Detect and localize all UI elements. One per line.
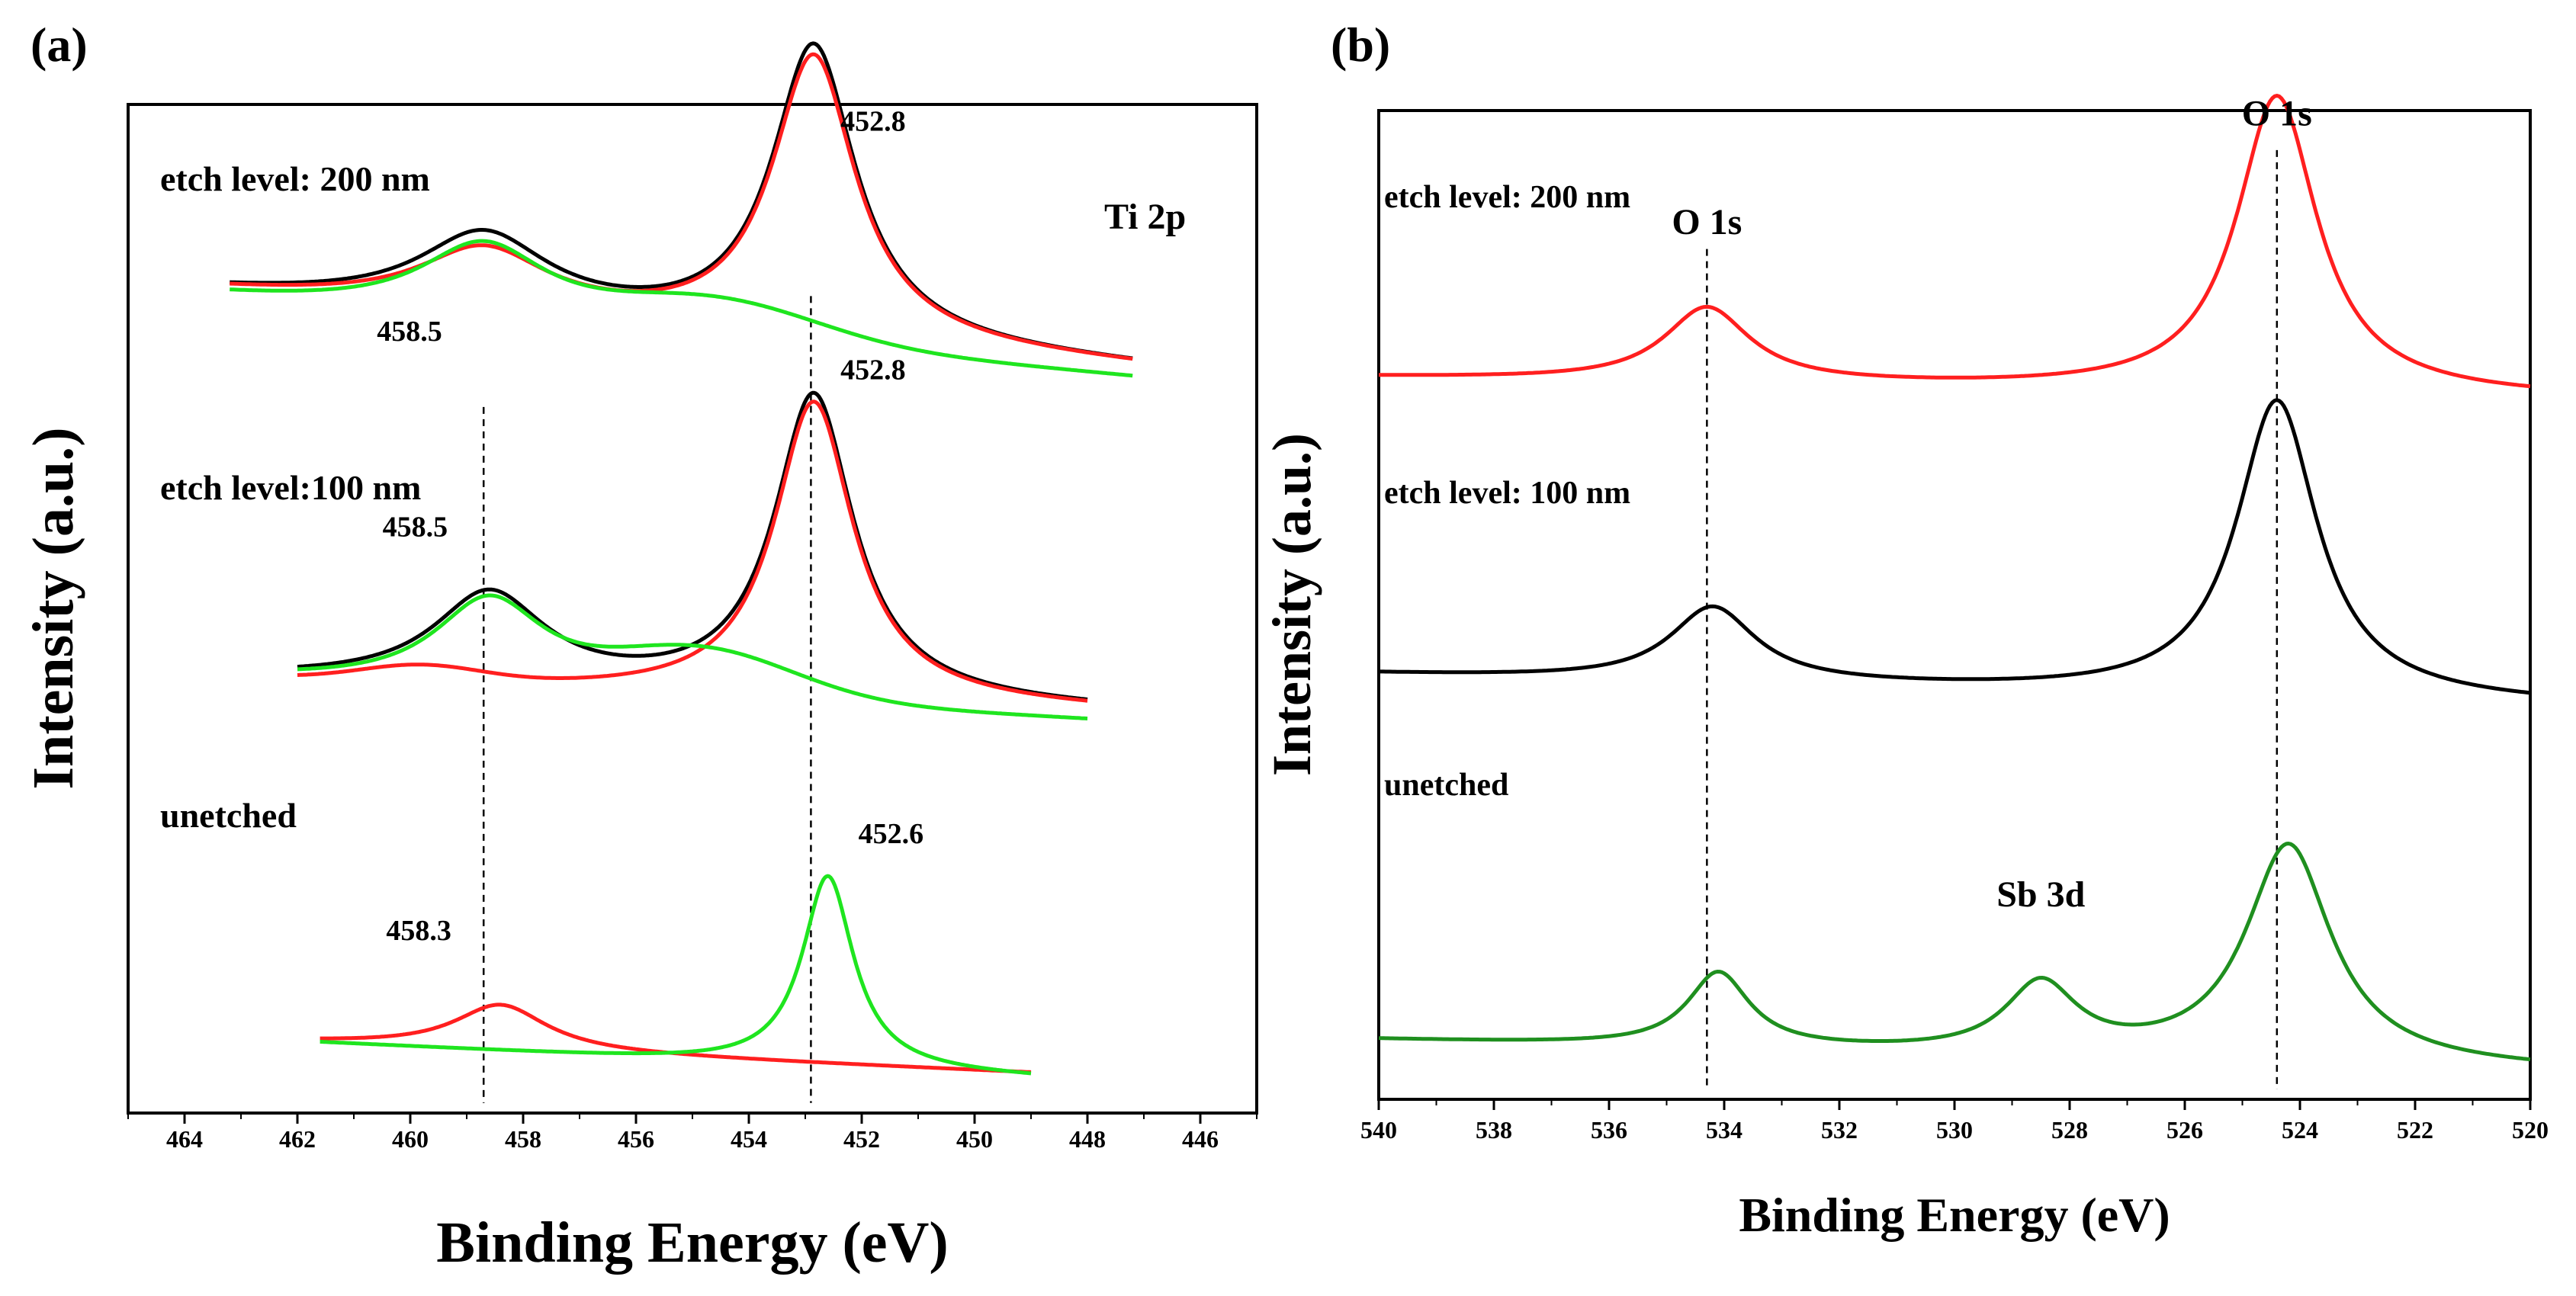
- x-tick-label: 528: [2051, 1116, 2088, 1144]
- panel-b: (b) 540 538 536 534 532 530 528 526 524 522 520 et…: [1261, 18, 2549, 1242]
- panel-a-reference-lines: [482, 296, 812, 1103]
- x-tick-label: 446: [1182, 1125, 1219, 1153]
- panel-b-frame: [1377, 109, 2532, 1101]
- x-tick-label: 530: [1936, 1116, 1973, 1144]
- peak-label: 452.8: [840, 106, 906, 138]
- panel-b-x-ticks: 540 538 536 534 532 530 528 526 524 522 520: [1360, 1099, 2549, 1144]
- peak-label: 452.8: [840, 354, 906, 386]
- panel-b-annotations: O 1s O 1s Sb 3d: [1672, 93, 2311, 915]
- x-tick-label: 522: [2397, 1116, 2433, 1144]
- series-line: [230, 239, 1133, 378]
- panel-a-group-label-100: etch level:100 nm: [160, 468, 421, 507]
- panel-a-curves: [230, 41, 1133, 1076]
- x-tick-label: 462: [279, 1125, 316, 1153]
- panel-a-group-label-unetched: unetched: [160, 796, 297, 835]
- x-tick-label: 534: [1706, 1116, 1742, 1144]
- panel-b-group-label-200: etch level: 200 nm: [1384, 180, 1630, 215]
- peak-label: 452.6: [859, 818, 924, 850]
- panel-b-group-label-100: etch level: 100 nm: [1384, 476, 1630, 511]
- series-line: [297, 399, 1088, 703]
- panel-b-xlabel: Binding Energy (eV): [1739, 1188, 2170, 1242]
- peak-annotation: Sb 3d: [1996, 874, 2085, 915]
- panel-a-x-ticks: 464 462 460 458 456 454 452 450 448 446: [127, 1113, 1257, 1153]
- panel-a-group-label-200: etch level: 200 nm: [160, 159, 430, 198]
- series-line: [320, 874, 1032, 1076]
- series-line: [1379, 94, 2531, 389]
- panel-b-reference-lines: [1706, 149, 2279, 1090]
- x-tick-label: 538: [1476, 1116, 1512, 1144]
- x-tick-label: 448: [1069, 1125, 1106, 1153]
- x-tick-label: 450: [956, 1125, 993, 1153]
- x-tick-label: 526: [2166, 1116, 2203, 1144]
- panel-b-ylabel: Intensity (a.u.): [1261, 433, 1322, 776]
- x-tick-label: 452: [843, 1125, 880, 1153]
- series-line: [230, 52, 1133, 361]
- series-line: [1378, 842, 2531, 1062]
- peak-annotation: O 1s: [2242, 93, 2312, 133]
- panel-b-curves: [1378, 94, 2531, 1062]
- x-tick-label: 456: [618, 1125, 654, 1153]
- panel-a-title: Ti 2p: [1104, 197, 1186, 237]
- x-tick-label: 520: [2512, 1116, 2549, 1144]
- panel-a-peak-labels: 458.5 452.8 458.5 452.8 458.3 452.6: [377, 106, 923, 947]
- series-line: [1379, 398, 2531, 695]
- series-line: [320, 1002, 1032, 1074]
- panel-a: (a) 464 462 460 458 456 454 452 450 448 446 Ti 2p…: [21, 18, 1258, 1275]
- panel-a-ylabel: Intensity (a.u.): [21, 427, 85, 789]
- series-line: [297, 593, 1088, 720]
- peak-annotation: O 1s: [1672, 202, 1742, 242]
- panel-a-label: (a): [31, 18, 88, 72]
- x-tick-label: 454: [731, 1125, 767, 1153]
- series-line: [230, 41, 1133, 361]
- x-tick-label: 540: [1360, 1116, 1397, 1144]
- x-tick-label: 536: [1591, 1116, 1627, 1144]
- x-tick-label: 460: [392, 1125, 429, 1153]
- x-tick-label: 532: [1821, 1116, 1858, 1144]
- panel-a-xlabel: Binding Energy (eV): [436, 1211, 948, 1275]
- x-tick-label: 458: [505, 1125, 541, 1153]
- panel-b-label: (b): [1331, 18, 1390, 72]
- panel-b-group-label-unetched: unetched: [1384, 768, 1508, 803]
- peak-label: 458.5: [377, 316, 442, 348]
- panel-a-frame: [127, 103, 1258, 1115]
- peak-label: 458.3: [386, 915, 451, 947]
- peak-label: 458.5: [383, 512, 448, 544]
- x-tick-label: 464: [166, 1125, 203, 1153]
- x-tick-label: 524: [2282, 1116, 2318, 1144]
